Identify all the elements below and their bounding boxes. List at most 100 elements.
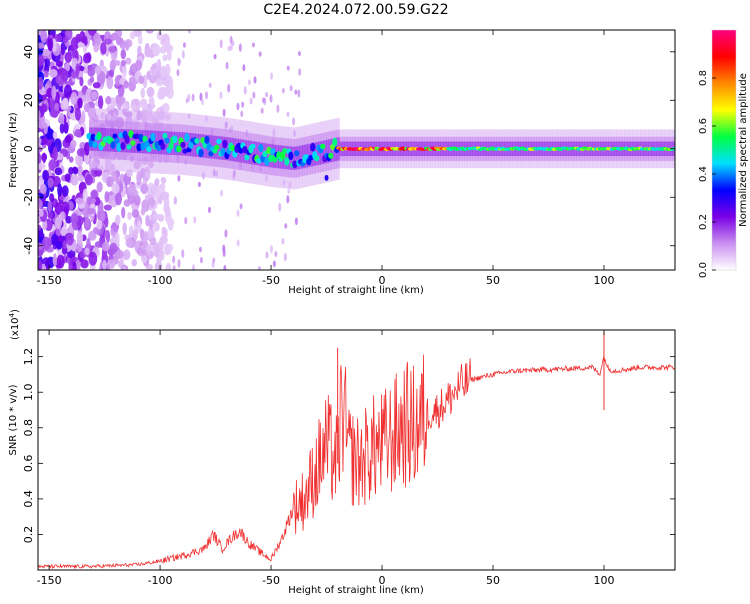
spectrogram-ridge-halo: [195, 133, 199, 158]
spectrogram-noise-cell: [38, 224, 42, 232]
spectrogram-noise-cell: [146, 70, 152, 81]
spectrogram-noise-cell: [42, 219, 48, 231]
spectrogram-noise-cell: [219, 91, 223, 100]
spectrogram-noise-cell: [109, 59, 116, 71]
spectrogram-ridge-cell: [130, 140, 136, 146]
spectrogram-ridge-cell: [194, 138, 200, 144]
spectrogram-noise-cell: [54, 167, 63, 176]
spectrogram-noise-cell: [181, 50, 185, 59]
spectrogram-noise-cell: [74, 106, 81, 121]
spectrogram-ridge-cell: [86, 132, 92, 140]
spectrogram-ridge-halo: [174, 131, 178, 156]
spectrogram-noise-cell: [49, 96, 55, 110]
spectrogram-noise-cell: [132, 228, 139, 240]
spectrogram-noise-cell: [38, 110, 41, 119]
spectrogram-noise-cell: [38, 230, 43, 237]
spectrogram-noise-cell: [81, 35, 88, 44]
spectrogram-ridge-cell: [180, 141, 186, 149]
snr-y-scale-label: (x104): [8, 309, 21, 340]
spectrogram-noise-cell: [184, 216, 188, 225]
spectrogram-ridge-cell: [324, 174, 329, 181]
spectrogram-ridge-cell: [116, 142, 122, 152]
spectrogram-ridge-cell: [208, 150, 214, 157]
spectrogram-noise-cell: [177, 175, 181, 182]
spectrogram-noise-cell: [249, 97, 253, 105]
y-tick-label: 1.0: [22, 383, 35, 401]
spectrogram-noise-cell: [292, 117, 296, 126]
spectrogram-noise-cell: [79, 76, 84, 87]
spectrogram-noise-cell: [97, 95, 104, 110]
spectrogram-noise-cell: [38, 76, 44, 90]
spectrogram-noise-cell: [161, 226, 167, 235]
spectrogram-ridge-cell: [292, 160, 298, 169]
spectrogram-noise-cell: [145, 30, 154, 34]
spectrogram-ridge-cell: [188, 140, 194, 149]
spectrogram-noise-cell: [71, 70, 77, 79]
spectrogram-ridge-cell: [288, 151, 294, 161]
spectrogram-noise-cell: [242, 64, 246, 72]
spectrogram-noise-cell: [172, 264, 176, 270]
spectrogram-noise-cell: [41, 137, 48, 145]
spectrogram-noise-cell: [62, 97, 69, 110]
spectrogram-noise-cell: [114, 232, 120, 245]
spectrogram-noise-cell: [86, 207, 96, 215]
spectrogram-noise-cell: [78, 174, 84, 182]
y-tick-label: 40: [22, 45, 35, 59]
spectrogram-ridge-halo: [219, 136, 223, 160]
spectrogram-noise-cell: [68, 261, 73, 270]
spectrogram-ridge-cell: [284, 156, 290, 166]
spectrogram-noise-cell: [231, 40, 235, 46]
spectrogram-ridge-cell: [162, 132, 168, 139]
spectrogram-noise-cell: [136, 247, 142, 254]
spectrogram-noise-cell: [272, 260, 276, 268]
x-tick-label: 0: [379, 574, 386, 587]
spectrogram-noise-cell: [110, 199, 116, 208]
spectrogram-ridge-cell: [294, 150, 300, 157]
spectrogram-ridge-cell: [310, 142, 316, 152]
y-tick-label: 0.6: [22, 455, 35, 473]
spectrogram-noise-cell: [156, 256, 162, 266]
spectrogram-noise-cell: [289, 85, 293, 92]
spectrogram-noise-cell: [80, 259, 89, 269]
spectrogram-noise-cell: [148, 96, 154, 105]
spectrogram-noise-cell: [47, 177, 54, 188]
spectrogram-noise-cell: [38, 145, 43, 153]
spectrogram-noise-cell: [96, 220, 103, 230]
spectrogram-noise-cell: [122, 65, 127, 78]
spectrogram-noise-cell: [121, 206, 126, 219]
spectrogram-noise-cell: [87, 67, 96, 77]
spectrogram-noise-cell: [236, 239, 240, 247]
spectrogram-noise-cell: [38, 93, 43, 104]
spectrogram-ridge-halo: [192, 133, 196, 157]
colorbar-tick-label: 0.6: [698, 118, 709, 134]
colorbar: 0.0 0.2 0.4 0.6 0.8 Normalized spectral ampl…: [698, 29, 749, 278]
colorbar-ticks: 0.0 0.2 0.4 0.6 0.8: [698, 70, 716, 278]
spectrogram-noise-cell: [201, 98, 205, 106]
spectrogram-noise-cell: [154, 178, 160, 186]
spectrogram-noise-cell: [115, 249, 124, 259]
spectrogram-noise-cell: [44, 58, 51, 68]
spectrogram-noise-cell: [134, 59, 143, 71]
spectrogram-ridge-halo: [323, 140, 327, 164]
spectrogram-noise-cell: [82, 45, 88, 53]
figure-title: C2E4.2024.072.00.59.G22: [263, 2, 448, 18]
spectrogram-noise-cell: [294, 89, 298, 95]
spectrogram-ridge-cell: [216, 138, 222, 145]
spectrogram-noise-cell: [76, 148, 86, 157]
spectrogram-noise-cell: [57, 183, 63, 197]
spectrogram-ridge-halo: [256, 142, 260, 166]
spectrogram-noise-cell: [38, 151, 41, 165]
spectrogram-noise-cell: [93, 32, 101, 47]
snr-x-ticks: -150 -100 -50 0 50 100: [37, 330, 614, 587]
spectrogram-noise-cell: [122, 222, 127, 235]
spectrogram-noise-cell: [265, 91, 269, 98]
y-tick-label: 20: [22, 93, 35, 107]
spectrogram-noise-cell: [51, 233, 58, 246]
spectrogram-ridge-halo: [326, 139, 330, 163]
spectrogram-noise-cell: [177, 258, 181, 268]
spectrogram-ridge-cell: [112, 133, 118, 139]
spectrogram-ridge-halo: [134, 129, 138, 153]
spectrogram-ridge-cell: [314, 155, 320, 162]
spectrogram-noise-cell: [227, 45, 231, 52]
spectrogram-noise-cell: [48, 159, 58, 171]
